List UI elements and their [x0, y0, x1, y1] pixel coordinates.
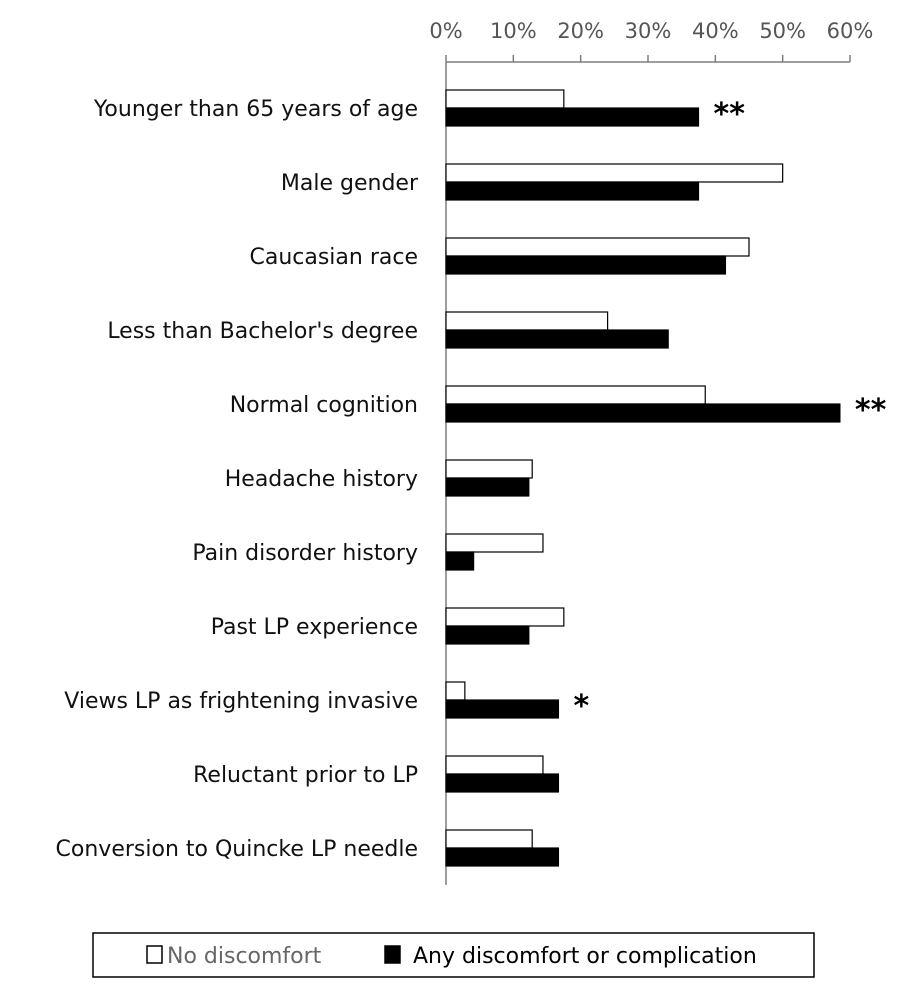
legend-box [92, 932, 815, 978]
bar-no-discomfort [445, 163, 784, 183]
bar-no-discomfort [445, 607, 565, 627]
bar-any-discomfort-or-complication [445, 551, 475, 571]
x-tick-label: 20% [557, 19, 604, 43]
bar-any-discomfort-or-complication [445, 107, 700, 127]
category-label: Pain disorder history [192, 541, 418, 566]
category-label: Caucasian race [249, 245, 418, 270]
bar-no-discomfort [445, 829, 533, 849]
bar-no-discomfort [445, 237, 750, 257]
legend-label-any-discomfort-or-complication: Any discomfort or complication [413, 944, 757, 969]
bar-any-discomfort-or-complication [445, 477, 530, 497]
bar-any-discomfort-or-complication [445, 403, 841, 423]
legend-label-no-discomfort: No discomfort [167, 944, 322, 969]
bar-any-discomfort-or-complication [445, 625, 530, 645]
category-labels: Younger than 65 years of age Male gender C… [56, 97, 419, 862]
bar-any-discomfort-or-complication [445, 329, 669, 349]
category-label: Conversion to Quincke LP needle [56, 837, 418, 862]
category-label: Younger than 65 years of age [93, 97, 418, 122]
bar-no-discomfort [445, 385, 706, 405]
significance-marker: * [573, 689, 589, 724]
x-tick-label: 50% [759, 19, 806, 43]
significance-marker: ** [714, 97, 746, 132]
category-label: Past LP experience [211, 615, 418, 640]
x-tick-label: 40% [692, 19, 739, 43]
bar-any-discomfort-or-complication [445, 255, 727, 275]
x-tick-label: 60% [827, 19, 874, 43]
category-label: Reluctant prior to LP [193, 763, 418, 788]
bar-no-discomfort [445, 89, 565, 109]
category-label: Headache history [225, 467, 418, 492]
bar-no-discomfort [445, 459, 533, 479]
legend-swatch-any-discomfort-or-complication [384, 945, 401, 964]
category-label: Less than Bachelor's degree [107, 319, 418, 344]
significance-marker: ** [855, 393, 887, 428]
category-label: Views LP as frightening invasive [64, 689, 418, 714]
x-tick-label: 30% [625, 19, 672, 43]
category-label: Male gender [281, 171, 419, 196]
x-tick-label: 10% [490, 19, 537, 43]
bar-any-discomfort-or-complication [445, 773, 560, 793]
bar-no-discomfort [445, 681, 466, 701]
category-label: Normal cognition [230, 393, 418, 418]
legend-swatch-no-discomfort [146, 945, 163, 964]
bar-no-discomfort [445, 755, 544, 775]
bar-no-discomfort [445, 311, 609, 331]
x-axis: 0% 10% 20% 30% 40% 50% 60% [429, 19, 873, 885]
significance-annotations: ***** [573, 97, 886, 724]
bars [445, 89, 841, 867]
bar-any-discomfort-or-complication [445, 847, 560, 867]
x-tick-label: 0% [429, 19, 462, 43]
bar-any-discomfort-or-complication [445, 699, 560, 719]
legend: No discomfort Any discomfort or complicat… [92, 932, 815, 978]
bar-any-discomfort-or-complication [445, 181, 700, 201]
bar-no-discomfort [445, 533, 544, 553]
